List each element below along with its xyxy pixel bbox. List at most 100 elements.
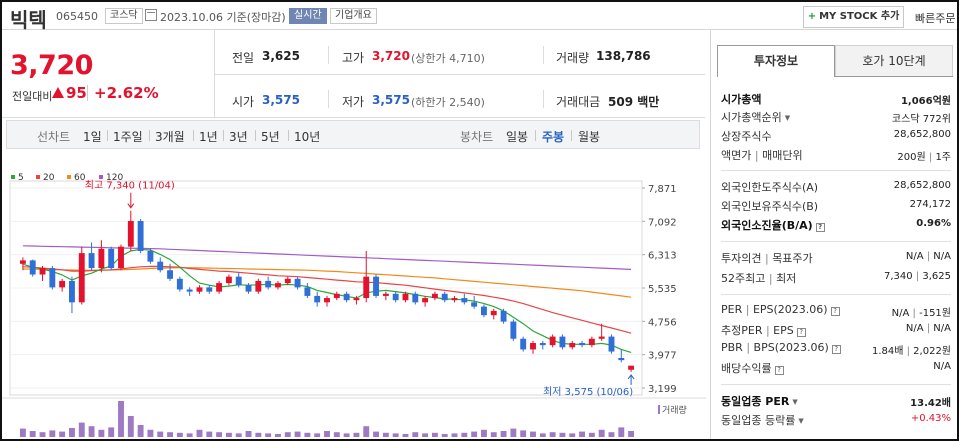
volume-bar xyxy=(373,431,379,437)
foreign-rate-label: 외국인소진율(B/A)? xyxy=(721,217,825,233)
volume-bar xyxy=(19,428,26,437)
caret-icon: ▼ xyxy=(798,417,804,425)
industry-per-row: 동일업종 PER ▼ 13.42배 xyxy=(721,393,951,410)
foreign-rate-row: 외국인소진율(B/A)? 0.96% xyxy=(721,217,951,234)
candle xyxy=(402,291,409,303)
candle xyxy=(39,265,46,281)
candle xyxy=(373,274,379,299)
low-arrow-icon xyxy=(627,374,635,380)
candle xyxy=(510,319,517,341)
line-chart-label: 선차트 xyxy=(37,130,71,144)
candle xyxy=(127,210,134,251)
help-icon: ? xyxy=(831,345,841,354)
volume-bar xyxy=(353,432,360,437)
divider xyxy=(543,46,544,64)
realtime-button[interactable]: 실시간 xyxy=(289,8,327,24)
period-10y[interactable]: 10년 xyxy=(294,130,321,144)
candle xyxy=(216,280,223,294)
divider xyxy=(2,117,705,118)
industry-rate-row: 동일업종 등락률 ▼ +0.43% xyxy=(721,412,951,429)
volume-bar xyxy=(304,432,311,437)
period-5y[interactable]: 5년 xyxy=(261,130,280,144)
volume-bar xyxy=(392,433,399,437)
legend-ma20: 20 xyxy=(36,173,54,183)
mystock-add-button[interactable]: + MY STOCK 추가 xyxy=(803,6,904,28)
low-label: 저가 xyxy=(342,95,365,109)
volume-bar xyxy=(147,429,154,437)
candle xyxy=(147,248,154,264)
candle xyxy=(618,349,625,363)
candle-daily[interactable]: 일봉 xyxy=(506,130,529,144)
candle xyxy=(471,295,478,309)
period-3y[interactable]: 3년 xyxy=(229,130,248,144)
y-tick-label: 3,977 xyxy=(648,351,677,362)
foreign-own-value: 274,172 xyxy=(909,199,951,210)
period-1w[interactable]: 1주일 xyxy=(113,130,143,144)
candle xyxy=(363,250,370,303)
candle xyxy=(530,340,536,354)
quick-order-button[interactable]: 빠른주문 xyxy=(915,12,956,25)
foreign-own-row: 외국인보유주식수(B) 274,172 xyxy=(721,198,951,215)
price-chart[interactable]: 7,871 7,092 6,313 5,535 4,756 3,977 3,199 최고 7… xyxy=(0,0,710,441)
volume-chart-label: 거래량 xyxy=(658,403,687,416)
candle xyxy=(324,295,330,307)
candle-monthly[interactable]: 월봉 xyxy=(578,130,601,144)
candle xyxy=(490,308,497,320)
volume-bar xyxy=(500,431,507,437)
current-price: 3,720 xyxy=(10,50,93,81)
company-overview-button[interactable]: 기업개요 xyxy=(330,8,377,24)
change-label: 전일대비 xyxy=(12,90,53,103)
candle xyxy=(628,365,635,372)
legend-ma60: 60 xyxy=(67,173,85,183)
tab-investment-info[interactable]: 투자정보 xyxy=(717,45,835,77)
volume-bar xyxy=(569,433,576,437)
opinion-value: N/A | N/A xyxy=(905,251,951,262)
period-1y[interactable]: 1년 xyxy=(199,130,218,144)
volume-bar xyxy=(363,426,370,437)
period-1d[interactable]: 1일 xyxy=(83,130,102,144)
help-icon: ? xyxy=(774,366,784,375)
divider xyxy=(328,46,329,64)
candle-weekly[interactable]: 주봉 xyxy=(542,130,565,144)
w52-row: 52주최고 | 최저 7,340 | 3,625 xyxy=(721,270,951,287)
candle xyxy=(108,246,115,271)
foreign-rate-value: 0.96% xyxy=(916,218,951,229)
help-icon: ? xyxy=(830,307,840,316)
volume-bar xyxy=(598,429,605,437)
market-cap-row: 시가총액 1,066억원 xyxy=(721,91,951,108)
volume-bar xyxy=(618,427,625,437)
volume-bar xyxy=(275,434,281,437)
opinion-row: 투자의견 | 목표주가 N/A | N/A xyxy=(721,250,951,267)
legend-ma5: 5 xyxy=(11,173,24,183)
foreign-limit-label: 외국인한도주식수(A) xyxy=(721,181,819,194)
lower-limit: (하한가 2,540) xyxy=(411,96,485,109)
help-icon: ? xyxy=(815,223,825,232)
candle xyxy=(343,291,350,303)
pbr-row: PBR | BPS(2023.06)? 1.84배 | 2,022원 xyxy=(721,341,951,358)
y-tick-label: 7,092 xyxy=(648,217,677,228)
candle xyxy=(78,246,85,305)
volume-bar xyxy=(265,433,272,437)
amount-value: 509 백만 xyxy=(608,95,660,109)
industry-rate-label: 동일업종 등락률 ▼ xyxy=(721,414,804,427)
stock-name: 빅텍 xyxy=(10,8,47,32)
volume-bar xyxy=(451,433,458,437)
change-rate: +2.62% xyxy=(94,84,159,102)
prev-close-label: 전일 xyxy=(232,51,255,65)
period-3m[interactable]: 3개월 xyxy=(155,130,185,144)
y-tick-label: 4,756 xyxy=(648,317,677,328)
candle xyxy=(275,280,281,290)
candle xyxy=(118,244,124,271)
est-per-value: N/A | N/A xyxy=(905,323,951,334)
volume-bar xyxy=(225,432,232,437)
per-label: PER | EPS(2023.06)? xyxy=(721,303,840,316)
divider xyxy=(835,76,953,77)
market-cap-rank-value: 코스닥 772위 xyxy=(891,114,951,125)
volume-bar xyxy=(559,432,566,437)
tab-order-book[interactable]: 호가 10단계 xyxy=(835,45,953,77)
divider xyxy=(721,384,951,385)
foreign-limit-row: 외국인한도주식수(A) 28,652,800 xyxy=(721,179,951,196)
volume-bar xyxy=(628,431,635,437)
par-value: 200원 | 1주 xyxy=(897,152,951,163)
